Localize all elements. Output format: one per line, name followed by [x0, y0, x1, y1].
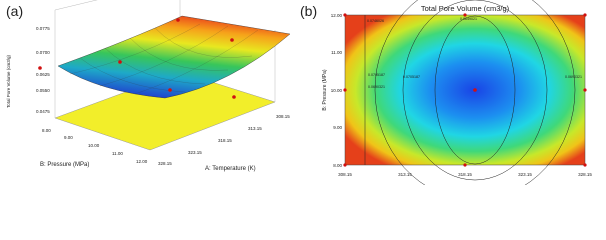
surface-mesh — [69, 23, 259, 95]
temperature-tick-label: 323.15 — [188, 150, 202, 155]
contour-label: 0.0746026 — [367, 19, 384, 23]
panel-label: (b) — [300, 3, 317, 19]
design-point — [343, 13, 347, 17]
design-point — [168, 88, 172, 92]
pressure-axis-title: B: Pressure (MPa) — [40, 162, 89, 168]
design-points — [38, 18, 236, 99]
contour-label: 0.0690321 — [368, 85, 385, 89]
y-tick-label: 12.00 — [331, 13, 343, 18]
panel-b: (b) Total Pore Volume (cm3/g) 0.0746026 … — [300, 0, 592, 201]
design-point — [38, 66, 42, 70]
z-tick-label: 0.0775 — [36, 26, 50, 31]
pressure-tick-label: 12.00 — [136, 159, 148, 164]
contour-label: 0.0705187 — [368, 73, 385, 77]
contour-label: 0.0649021 — [460, 17, 477, 21]
pressure-tick-label: 10.00 — [88, 143, 100, 148]
design-point — [583, 163, 587, 167]
z-tick-label: 0.0625 — [36, 72, 50, 77]
x-tick-label: 308.15 — [338, 172, 352, 177]
design-point — [473, 88, 477, 92]
pressure-tick-label: 11.00 — [112, 151, 123, 156]
y-tick-label: 10.00 — [331, 88, 343, 93]
panel-label: (a) — [6, 3, 23, 19]
temperature-axis-title: A: Temperature (K) — [205, 166, 256, 172]
pressure-tick-label: 9.00 — [64, 135, 73, 140]
contour-label: 0.0705187 — [403, 75, 420, 79]
z-axis-title: Total Pore Volume (cm3/g) — [6, 54, 11, 108]
z-tick-label: 0.0700 — [36, 50, 50, 55]
chart-title: Total Pore Volume (cm3/g) — [421, 4, 510, 13]
y-tick-label: 11.00 — [331, 50, 342, 55]
design-point — [343, 163, 347, 167]
z-tick-label: 0.0475 — [36, 109, 50, 114]
design-point — [463, 13, 467, 17]
design-point — [583, 13, 587, 17]
contour-line — [402, 0, 548, 181]
temperature-tick-label: 318.15 — [218, 138, 232, 143]
y-tick-label: 9.00 — [333, 125, 342, 130]
response-surface — [57, 15, 291, 99]
contour-field — [344, 14, 586, 166]
contour-labels: 0.0746026 0.0649021 0.0705187 0.0690321 … — [367, 17, 582, 89]
z-tick-label: 0.0550 — [36, 88, 50, 93]
design-point — [118, 60, 122, 64]
design-points — [343, 13, 587, 167]
design-point — [176, 18, 180, 22]
back-wall — [54, 0, 98, 118]
x-tick-label: 313.15 — [398, 172, 412, 177]
figure: (a) Total Pore Volume (cm3/g) 0.0775 0.0… — [6, 0, 592, 201]
design-point — [583, 88, 587, 92]
y-tick-label: 8.00 — [333, 163, 342, 168]
x-tick-label: 323.15 — [518, 172, 532, 177]
pressure-tick-label: 8.00 — [42, 128, 51, 133]
design-point — [343, 88, 347, 92]
temperature-tick-label: 313.15 — [248, 126, 262, 131]
y-axis-title: B: Pressure (MPa) — [322, 69, 328, 110]
design-point — [463, 163, 467, 167]
x-tick-label: 328.15 — [578, 172, 592, 177]
temperature-tick-label: 328.15 — [158, 161, 172, 166]
panel-a: (a) Total Pore Volume (cm3/g) 0.0775 0.0… — [6, 0, 291, 172]
temperature-tick-label: 308.15 — [276, 114, 290, 119]
contour-label: 0.0690321 — [565, 75, 582, 79]
design-point — [232, 95, 236, 99]
contour-line — [434, 15, 516, 165]
x-tick-label: 318.15 — [458, 172, 472, 177]
design-point — [230, 38, 234, 42]
